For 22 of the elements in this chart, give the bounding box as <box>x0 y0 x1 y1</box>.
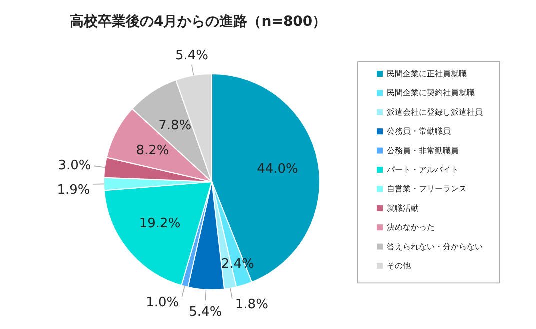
legend-label: 派遣会社に登録し派遣社員 <box>387 108 483 117</box>
legend-label: 公務員・非常勤職員 <box>387 146 459 156</box>
label: 1.8% <box>235 298 268 313</box>
legend-label: パート・アルバイト <box>386 166 459 174</box>
chart-title: 高校卒業後の4月からの進路（n=800） <box>70 13 327 30</box>
legend-label: 公務員・常勤職員 <box>387 127 451 136</box>
legend-label: 答えられない・分からない <box>387 242 483 252</box>
label: 5.4% <box>175 48 208 64</box>
legend-label: 就職活動 <box>387 204 419 213</box>
label: 44.0% <box>257 162 298 177</box>
label: 3.0% <box>58 158 92 174</box>
legend-label: 民間企業に契約社員就職 <box>387 88 475 98</box>
label: 8.2% <box>136 143 170 158</box>
label: 5.4% <box>189 305 222 320</box>
label: 1.9% <box>57 182 90 198</box>
legend-label: 民間企業に正社員就職 <box>387 70 467 78</box>
label: 19.2% <box>139 216 181 232</box>
label: 7.8% <box>158 118 192 134</box>
legend-label: その他 <box>387 262 411 270</box>
legend-label: 決めなかった <box>387 223 435 232</box>
legend-label: 自営業・フリーランス <box>387 184 467 194</box>
label: 1.0% <box>146 295 180 310</box>
